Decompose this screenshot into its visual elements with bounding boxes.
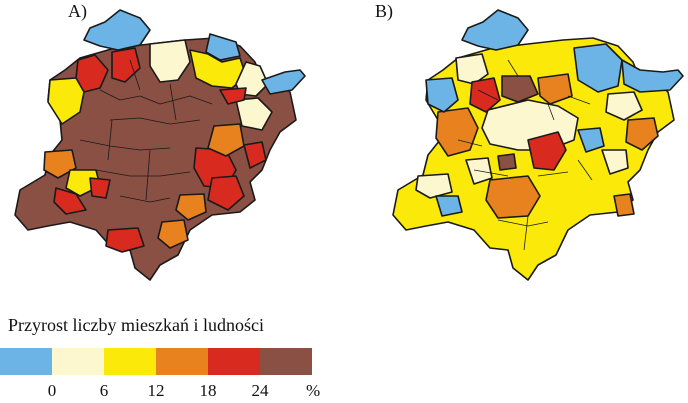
- map-b-region-e-cream2: [601, 149, 629, 175]
- map-b-region-w-orange: [435, 107, 479, 157]
- map-b-region-e-blue: [621, 59, 684, 93]
- map-a-region-ne-blue: [205, 33, 241, 61]
- map-b-region-nw-cream: [455, 53, 489, 85]
- map-b-region-north: [461, 9, 529, 51]
- legend-tick-6: 6: [99, 381, 109, 400]
- map-b-region-c-blue: [577, 127, 605, 153]
- legend-swatch-12-18: [156, 348, 208, 375]
- legend-bar: [0, 348, 312, 375]
- map-b-region-sw-cream: [415, 173, 453, 199]
- map-b-region-w-blue: [425, 77, 459, 113]
- map-a-region-north: [83, 9, 151, 51]
- legend-swatch-above-24: [260, 348, 312, 375]
- map-a-region-e-red: [219, 87, 247, 105]
- legend-tick-24: 24: [251, 381, 269, 400]
- map-b-region-se-orange: [613, 193, 635, 217]
- legend-tick-12: 12: [147, 381, 165, 400]
- map-a-region-s-red: [207, 175, 245, 211]
- map-a-region-e-orange: [207, 123, 245, 157]
- map-a-region-w-red: [53, 187, 87, 215]
- legend-tick-18: 18: [199, 381, 217, 400]
- map-a-region-s-red2: [105, 227, 145, 253]
- map-a-region-s-orange2: [157, 219, 189, 249]
- map-b-region-n-orange: [537, 73, 573, 105]
- panel-label-a: A): [68, 1, 87, 21]
- map-b-region-e-cream: [605, 91, 643, 121]
- map-b-region-ne-blue: [573, 43, 623, 93]
- map-b-region-n-red: [469, 77, 501, 113]
- map-b-region-n-brown: [501, 75, 539, 103]
- map-a-region-s-orange1: [175, 193, 207, 221]
- map-a-region-n-red: [111, 47, 141, 83]
- map-a-region-e-red2: [243, 141, 267, 169]
- legend-swatch-6-12: [104, 348, 156, 375]
- panel-label-b: B): [375, 1, 393, 21]
- map-a-region-n-cream: [149, 39, 191, 83]
- map-b-region-c-red: [527, 131, 567, 171]
- map-a: [14, 9, 306, 281]
- map-b-region-sw-blue: [435, 195, 463, 217]
- legend-tick-0: 0: [47, 381, 57, 400]
- legend-swatch-below-0: [0, 348, 52, 375]
- legend-title: Przyrost liczby mieszkań i ludności: [8, 315, 264, 335]
- map-a-region-w-red2: [89, 177, 111, 199]
- map-a-region-e-blue: [261, 69, 306, 95]
- legend-unit: %: [306, 381, 321, 400]
- legend-swatch-18-24: [208, 348, 260, 375]
- legend-swatch-0-6: [52, 348, 104, 375]
- map-b: [392, 9, 684, 281]
- map-a-region-e-cream: [235, 97, 273, 131]
- map-b-region-e-orange: [625, 117, 659, 151]
- map-b-region-s-brown: [497, 153, 517, 171]
- map-a-region-w-orange: [43, 149, 77, 179]
- map-a-region-w-yellow: [47, 77, 85, 125]
